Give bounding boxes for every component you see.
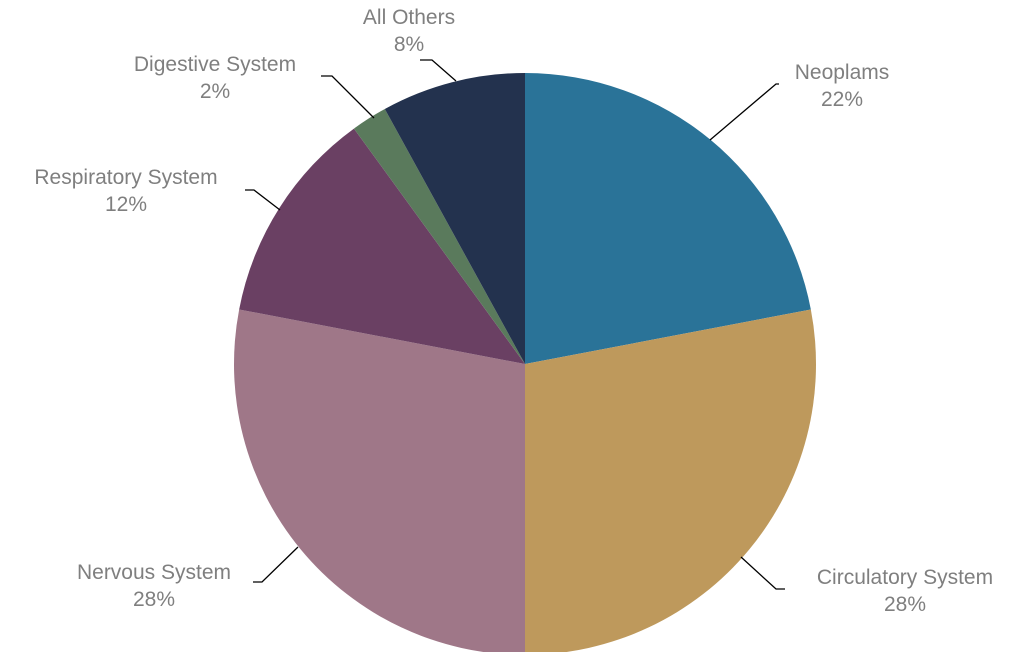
data-label-neoplams: Neoplams 22%	[795, 61, 890, 111]
leader-line-all-others	[420, 59, 457, 82]
slice-category-label: Circulatory System	[817, 566, 993, 589]
slice-percent-label: 28%	[133, 588, 175, 611]
slice-percent-label: 8%	[394, 33, 424, 56]
labels-layer: Neoplams 22%Circulatory System 28%Nervous …	[34, 6, 993, 616]
slice-category-label: Neoplams	[795, 61, 890, 84]
slice-category-label: Nervous System	[77, 561, 231, 584]
slice-category-label: All Others	[363, 6, 455, 29]
pie-slice-circulatory-system	[525, 309, 816, 652]
data-label-circulatory-system: Circulatory System 28%	[817, 566, 993, 616]
pie-slice-respiratory-system	[239, 128, 525, 364]
pie-slice-digestive-system	[353, 108, 525, 365]
data-label-all-others: All Others 8%	[363, 6, 455, 56]
slice-percent-label: 2%	[200, 80, 230, 103]
slice-category-label: Respiratory System	[34, 166, 217, 189]
pie-slice-all-others	[384, 73, 525, 364]
data-label-nervous-system: Nervous System 28%	[77, 561, 231, 611]
pie-slice-neoplams	[525, 73, 811, 364]
leaders-layer	[245, 59, 785, 590]
slice-percent-label: 28%	[884, 593, 926, 616]
leader-line-neoplams	[709, 83, 779, 141]
leader-line-digestive-system	[321, 75, 375, 119]
leader-line-circulatory-system	[740, 556, 785, 590]
pie-slice-nervous-system	[234, 309, 525, 652]
slices-layer	[234, 73, 816, 652]
slice-category-label: Digestive System	[134, 53, 296, 76]
data-label-digestive-system: Digestive System 2%	[134, 53, 296, 103]
slice-percent-label: 22%	[821, 88, 863, 111]
data-label-respiratory-system: Respiratory System 12%	[34, 166, 217, 216]
slice-percent-label: 12%	[105, 193, 147, 216]
leader-line-respiratory-system	[245, 189, 281, 211]
leader-line-nervous-system	[253, 546, 299, 583]
